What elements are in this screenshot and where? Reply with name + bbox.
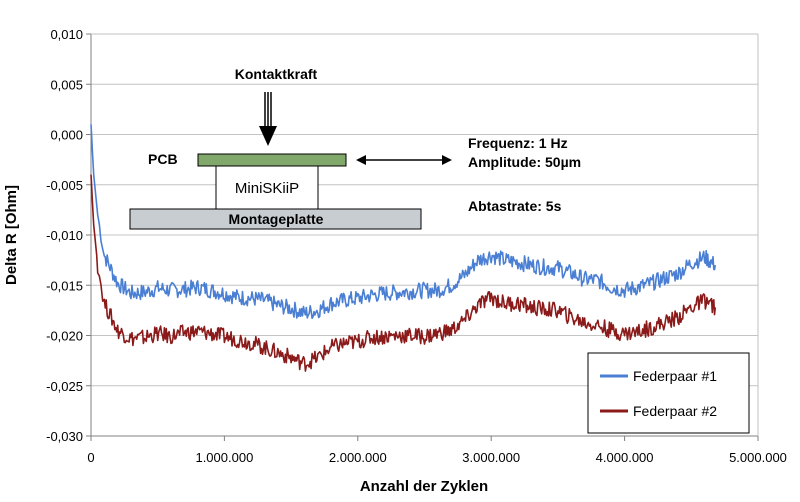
frequency-label: Frequenz: 1 Hz bbox=[468, 135, 568, 151]
module-box bbox=[215, 165, 319, 210]
y-tick-label-8: -0,030 bbox=[46, 429, 83, 444]
series-lines bbox=[90, 124, 717, 372]
test-setup-diagram: Kontaktkraft PCB MiniSKiiP Montageplatte… bbox=[129, 66, 581, 230]
double-arrow-icon bbox=[356, 155, 452, 165]
module-label: MiniSKiiP bbox=[235, 180, 299, 197]
x-tick-label-3: 3.000.000 bbox=[462, 450, 520, 465]
base-label: Montageplatte bbox=[229, 211, 324, 227]
x-ticks: 0 1.000.000 2.000.000 3.000.000 4.000.000 5.0… bbox=[87, 436, 787, 465]
y-axis-title: Delta R [Ohm] bbox=[3, 185, 20, 285]
force-arrow-icon bbox=[259, 92, 277, 146]
legend-box bbox=[587, 352, 750, 434]
x-tick-label-1: 1.000.000 bbox=[195, 450, 253, 465]
y-tick-label-0: 0,010 bbox=[50, 27, 83, 42]
y-tick-label-2: 0,000 bbox=[50, 128, 83, 143]
x-tick-label-2: 2.000.000 bbox=[329, 450, 387, 465]
legend: Federpaar #1 Federpaar #2 bbox=[587, 352, 750, 434]
y-tick-label-3: -0,005 bbox=[46, 178, 83, 193]
sample-rate-label: Abtastrate: 5s bbox=[468, 198, 562, 214]
x-tick-label-5: 5.000.000 bbox=[729, 450, 787, 465]
y-tick-label-5: -0,015 bbox=[46, 278, 83, 293]
y-tick-label-1: 0,005 bbox=[50, 77, 83, 92]
y-tick-label-6: -0,020 bbox=[46, 329, 83, 344]
amplitude-label: Amplitude: 50µm bbox=[468, 154, 581, 170]
legend-label-federpaar-2: Federpaar #2 bbox=[633, 403, 717, 419]
pcb-label: PCB bbox=[148, 151, 178, 167]
mounting-plate bbox=[129, 208, 422, 230]
legend-label-federpaar-1: Federpaar #1 bbox=[633, 368, 717, 384]
x-axis-title: Anzahl der Zyklen bbox=[360, 478, 488, 495]
y-tick-label-7: -0,025 bbox=[46, 379, 83, 394]
series-line-federpaar-2 bbox=[90, 174, 717, 372]
y-tick-label-4: -0,010 bbox=[46, 228, 83, 243]
force-label: Kontaktkraft bbox=[235, 66, 318, 82]
y-ticks: 0,010 0,005 0,000 -0,005 -0,010 -0,015 -0,020 -… bbox=[46, 27, 91, 444]
x-tick-label-4: 4.000.000 bbox=[596, 450, 654, 465]
series-line-federpaar-1 bbox=[90, 124, 717, 320]
pcb-board bbox=[197, 153, 347, 167]
x-tick-label-0: 0 bbox=[87, 450, 94, 465]
